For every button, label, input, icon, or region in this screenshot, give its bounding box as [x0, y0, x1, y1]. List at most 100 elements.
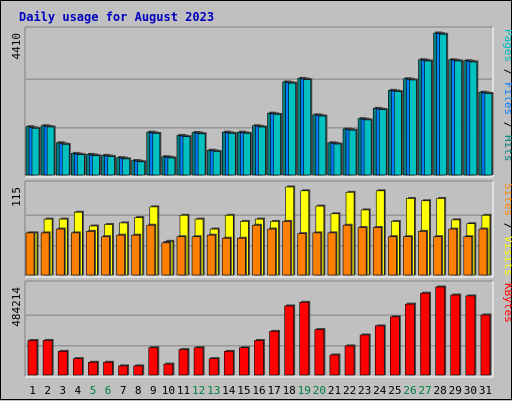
- bar-pages-day-13: [212, 151, 221, 176]
- bar-pages-day-29: [454, 60, 463, 176]
- bar-kbytes-day-24: [374, 325, 385, 376]
- bar-sites-day-4: [70, 232, 80, 276]
- bar-pages-day-9: [152, 133, 161, 176]
- x-tick-label-day-22: 22: [343, 384, 356, 397]
- bar-kbytes-day-11: [178, 349, 189, 376]
- bar-sites-day-27: [418, 231, 427, 276]
- x-tick-label-day-19: 19: [298, 384, 311, 397]
- bar-kbytes-day-30: [465, 295, 476, 376]
- bar-pages-day-4: [76, 154, 85, 176]
- x-tick-label-day-3: 3: [59, 384, 66, 397]
- legend: Sites / Visits: [502, 183, 512, 276]
- bar-kbytes-day-2: [42, 340, 53, 376]
- bar-kbytes-day-22: [344, 345, 355, 376]
- bar-kbytes-day-6: [103, 361, 113, 376]
- x-tick-label-day-30: 30: [464, 384, 477, 397]
- bar-pages-day-2: [46, 126, 55, 176]
- x-tick-label-day-12: 12: [192, 384, 205, 397]
- bar-pages-day-11: [182, 136, 191, 176]
- bar-pages-day-20: [318, 115, 327, 176]
- bar-pages-day-5: [92, 155, 100, 176]
- bar-kbytes-day-29: [450, 294, 461, 376]
- bar-pages-day-22: [348, 129, 357, 176]
- bar-sites-day-31: [478, 228, 488, 276]
- legend-separator: /: [502, 115, 512, 135]
- bar-pages-day-28: [439, 33, 447, 176]
- bar-pages-day-19: [303, 79, 312, 176]
- bar-sites-day-12: [191, 236, 201, 276]
- bar-pages-day-10: [167, 157, 176, 176]
- bar-kbytes-day-18: [284, 305, 294, 376]
- bar-sites-day-10: [161, 242, 171, 276]
- bar-kbytes-day-1: [27, 340, 38, 376]
- legend-separator: /: [502, 62, 512, 82]
- bar-sites-day-21: [327, 232, 337, 276]
- bar-kbytes-day-28: [435, 286, 445, 376]
- x-tick-label-day-25: 25: [388, 384, 401, 397]
- x-tick-label-day-2: 2: [44, 384, 51, 397]
- bar-sites-day-13: [206, 234, 216, 276]
- x-tick-label-day-10: 10: [162, 384, 175, 397]
- x-tick-label-day-9: 9: [150, 384, 157, 397]
- bar-sites-day-15: [237, 237, 246, 276]
- x-tick-label-day-26: 26: [403, 384, 416, 397]
- bar-kbytes-day-7: [118, 365, 128, 376]
- bar-kbytes-day-12: [193, 347, 204, 376]
- bar-kbytes-day-19: [299, 302, 310, 376]
- legend-entry: Sites: [502, 183, 512, 216]
- panel: 484214 KBytes: [10, 280, 512, 378]
- bar-sites-day-28: [433, 236, 442, 276]
- bar-pages-day-26: [409, 79, 417, 176]
- bar-pages-day-30: [469, 61, 478, 176]
- bar-kbytes-day-25: [390, 316, 400, 376]
- bar-kbytes-day-4: [72, 358, 83, 376]
- bar-pages-day-31: [484, 93, 493, 176]
- bar-pages-day-12: [197, 133, 206, 176]
- chart-title: Daily usage for August 2023: [19, 10, 214, 24]
- bar-sites-day-11: [176, 236, 186, 276]
- bar-sites-day-24: [372, 227, 382, 276]
- x-tick-label-day-27: 27: [418, 384, 431, 397]
- bar-pages-day-6: [107, 156, 115, 176]
- legend-entry: Visits: [502, 236, 512, 276]
- x-tick-label-day-17: 17: [267, 384, 280, 397]
- bar-pages-day-15: [243, 133, 251, 176]
- bar-sites-day-23: [357, 227, 367, 276]
- bar-sites-day-14: [221, 237, 231, 276]
- y-axis-max-label: 484214: [10, 287, 23, 327]
- bar-pages-day-1: [31, 128, 40, 176]
- bar-pages-day-23: [363, 119, 372, 176]
- bar-sites-day-8: [131, 234, 140, 276]
- x-tick-label-day-23: 23: [358, 384, 371, 397]
- bar-pages-day-14: [227, 133, 236, 176]
- legend-separator: /: [502, 216, 512, 236]
- bar-sites-day-17: [267, 228, 276, 276]
- bar-sites-day-5: [86, 231, 95, 276]
- bar-sites-day-19: [297, 233, 307, 276]
- x-tick-label-day-21: 21: [328, 384, 341, 397]
- x-tick-label-day-20: 20: [313, 384, 326, 397]
- bar-kbytes-day-20: [314, 329, 325, 376]
- bar-kbytes-day-14: [223, 351, 234, 376]
- x-tick-label-day-18: 18: [283, 384, 296, 397]
- bar-sites-day-3: [55, 228, 65, 276]
- bar-pages-day-17: [273, 114, 281, 176]
- legend: Pages / Files / Hits: [502, 29, 512, 162]
- x-tick-label-day-15: 15: [237, 384, 250, 397]
- bar-pages-day-7: [122, 158, 130, 176]
- bar-sites-day-2: [40, 232, 50, 276]
- bar-kbytes-day-16: [254, 340, 264, 376]
- bar-kbytes-day-26: [405, 303, 415, 376]
- bar-kbytes-day-13: [208, 358, 219, 376]
- bar-pages-day-3: [61, 144, 70, 176]
- legend-entry: Files: [502, 82, 512, 115]
- x-tick-label-day-11: 11: [177, 384, 190, 397]
- bar-sites-day-6: [101, 236, 110, 276]
- bar-sites-day-25: [388, 236, 397, 276]
- panel: 4410 Pages / Files / Hits: [10, 26, 512, 178]
- bar-sites-day-26: [403, 236, 412, 276]
- bar-sites-day-18: [282, 221, 291, 276]
